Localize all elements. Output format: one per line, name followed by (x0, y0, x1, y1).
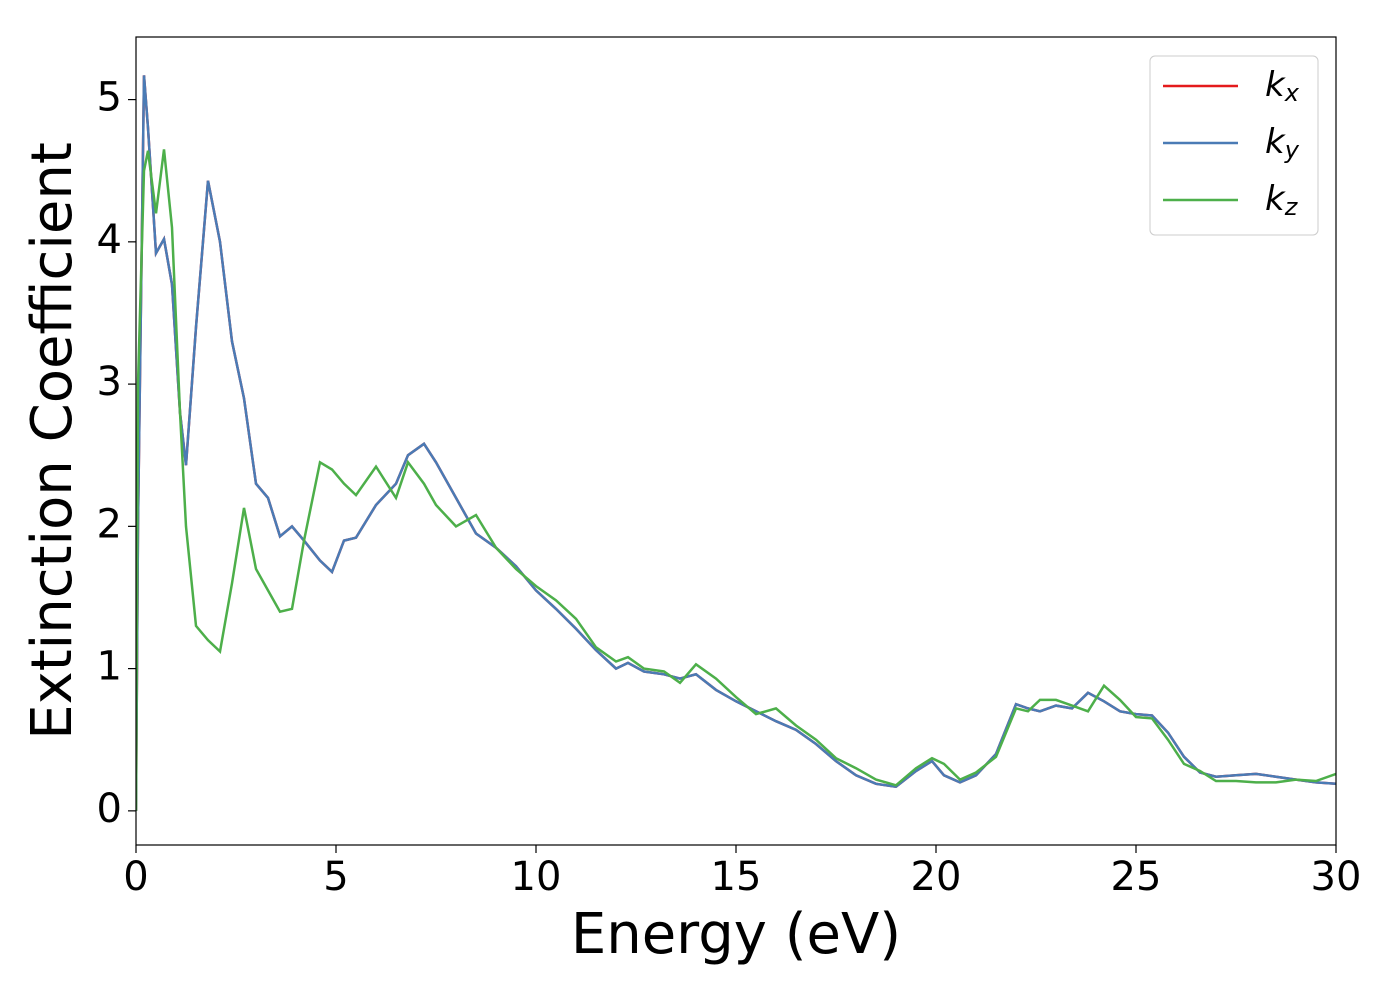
y-axis-label: Extinction Coefficient (20, 142, 85, 740)
y-tick-label: 3 (97, 359, 122, 405)
x-tick-label: 10 (511, 854, 562, 900)
x-tick-label: 0 (123, 854, 148, 900)
x-tick-label: 20 (911, 854, 962, 900)
legend-label: ky (1265, 122, 1300, 165)
x-tick-label: 5 (323, 854, 348, 900)
legend-box (1149, 55, 1319, 236)
y-tick-label: 4 (97, 217, 122, 263)
x-axis-label: Energy (eV) (571, 902, 901, 967)
y-tick-label: 0 (97, 786, 122, 832)
y-tick-label: 2 (97, 501, 122, 547)
legend-label: kx (1265, 65, 1300, 108)
y-tick-label: 5 (97, 75, 122, 121)
y-tick-label: 1 (97, 644, 122, 690)
x-tick-label: 25 (1111, 854, 1162, 900)
legend-label: kz (1265, 179, 1299, 222)
legend: kx ky kz (1149, 55, 1319, 236)
series-line (136, 75, 1336, 811)
x-tick-label: 30 (1311, 854, 1362, 900)
x-tick-label: 15 (711, 854, 762, 900)
series-line (136, 149, 1336, 811)
